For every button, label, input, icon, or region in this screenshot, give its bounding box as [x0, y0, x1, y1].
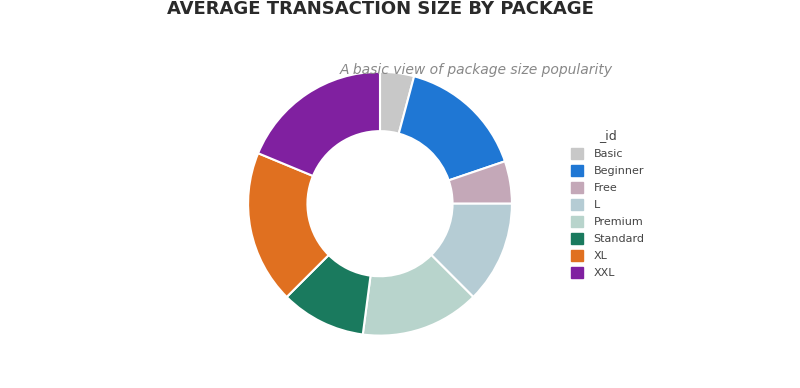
Title: AVERAGE TRANSACTION SIZE BY PACKAGE: AVERAGE TRANSACTION SIZE BY PACKAGE	[166, 0, 594, 18]
Text: A basic view of package size popularity: A basic view of package size popularity	[339, 63, 613, 77]
Wedge shape	[431, 204, 512, 297]
Wedge shape	[380, 72, 414, 133]
Wedge shape	[449, 161, 512, 204]
Wedge shape	[258, 72, 380, 176]
Wedge shape	[248, 153, 329, 297]
Legend: Basic, Beginner, Free, L, Premium, Standard, XL, XXL: Basic, Beginner, Free, L, Premium, Stand…	[567, 125, 649, 282]
Wedge shape	[362, 255, 474, 336]
Wedge shape	[286, 255, 370, 334]
Wedge shape	[398, 76, 505, 180]
